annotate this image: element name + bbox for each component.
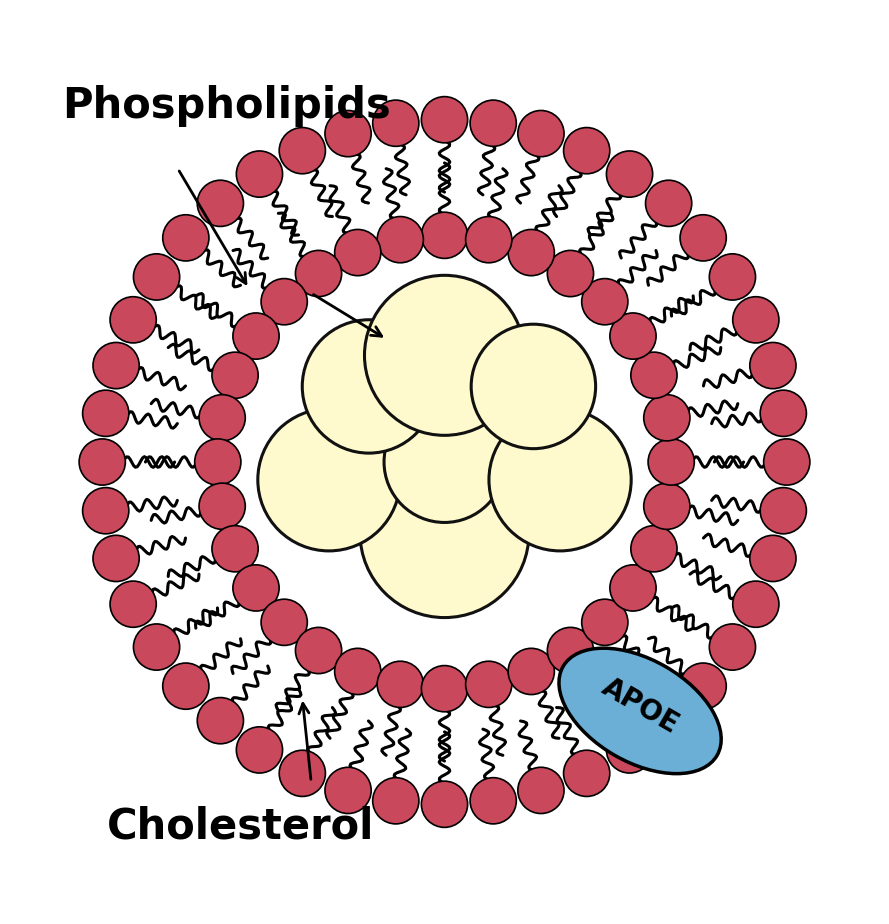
- Circle shape: [466, 216, 512, 262]
- Circle shape: [489, 408, 631, 551]
- Circle shape: [233, 313, 279, 359]
- Text: Phospholipids: Phospholipids: [62, 85, 391, 128]
- Circle shape: [325, 767, 372, 813]
- Circle shape: [372, 100, 419, 146]
- Circle shape: [110, 581, 156, 627]
- Circle shape: [421, 213, 468, 259]
- Circle shape: [645, 698, 692, 744]
- Circle shape: [258, 408, 400, 551]
- Circle shape: [334, 229, 380, 275]
- Circle shape: [760, 390, 806, 436]
- Circle shape: [548, 250, 594, 297]
- Circle shape: [195, 439, 241, 485]
- Circle shape: [279, 128, 325, 174]
- Text: APOE: APOE: [597, 674, 684, 739]
- Circle shape: [279, 750, 325, 796]
- Circle shape: [163, 214, 209, 261]
- Circle shape: [749, 535, 796, 581]
- Circle shape: [680, 663, 726, 710]
- Circle shape: [733, 297, 779, 343]
- Circle shape: [509, 229, 555, 275]
- Circle shape: [421, 781, 468, 827]
- Circle shape: [197, 180, 244, 226]
- Circle shape: [93, 343, 140, 389]
- Circle shape: [648, 439, 694, 485]
- Circle shape: [110, 297, 156, 343]
- Circle shape: [517, 767, 564, 813]
- Circle shape: [133, 254, 180, 300]
- Circle shape: [645, 180, 692, 226]
- Circle shape: [197, 698, 244, 744]
- Circle shape: [466, 662, 512, 708]
- Circle shape: [610, 565, 656, 611]
- Circle shape: [241, 259, 648, 665]
- Circle shape: [631, 352, 677, 398]
- Circle shape: [364, 275, 525, 435]
- Circle shape: [79, 439, 125, 485]
- Circle shape: [377, 662, 423, 708]
- Circle shape: [163, 663, 209, 710]
- Circle shape: [334, 649, 380, 695]
- Circle shape: [325, 111, 372, 157]
- Circle shape: [581, 599, 628, 645]
- Circle shape: [295, 250, 341, 297]
- Circle shape: [564, 750, 610, 796]
- Circle shape: [548, 627, 594, 674]
- Circle shape: [509, 649, 555, 695]
- Circle shape: [360, 449, 529, 617]
- Circle shape: [709, 624, 756, 670]
- Circle shape: [610, 313, 656, 359]
- Circle shape: [470, 100, 517, 146]
- Circle shape: [377, 216, 423, 262]
- Circle shape: [680, 214, 726, 261]
- Circle shape: [764, 439, 810, 485]
- Circle shape: [236, 727, 283, 773]
- Circle shape: [421, 665, 468, 711]
- Circle shape: [606, 727, 653, 773]
- Circle shape: [261, 599, 308, 645]
- Circle shape: [199, 483, 245, 529]
- Circle shape: [644, 395, 690, 441]
- Circle shape: [517, 111, 564, 157]
- Circle shape: [564, 128, 610, 174]
- Circle shape: [421, 97, 468, 143]
- Circle shape: [233, 565, 279, 611]
- Circle shape: [93, 535, 140, 581]
- Circle shape: [133, 624, 180, 670]
- Circle shape: [470, 778, 517, 824]
- Circle shape: [236, 151, 283, 197]
- Circle shape: [302, 320, 436, 453]
- Circle shape: [606, 151, 653, 197]
- Circle shape: [199, 395, 245, 441]
- Circle shape: [749, 343, 796, 389]
- Circle shape: [581, 279, 628, 325]
- Circle shape: [760, 488, 806, 534]
- Circle shape: [631, 526, 677, 572]
- Circle shape: [733, 581, 779, 627]
- Circle shape: [212, 352, 258, 398]
- Circle shape: [261, 279, 308, 325]
- Circle shape: [471, 324, 596, 449]
- Circle shape: [212, 526, 258, 572]
- Circle shape: [384, 402, 505, 522]
- Circle shape: [83, 390, 129, 436]
- Circle shape: [83, 488, 129, 534]
- Circle shape: [644, 483, 690, 529]
- Circle shape: [79, 97, 810, 827]
- Ellipse shape: [559, 649, 721, 773]
- Circle shape: [709, 254, 756, 300]
- Text: Cholesterol: Cholesterol: [107, 806, 374, 847]
- Circle shape: [295, 627, 341, 674]
- Circle shape: [372, 778, 419, 824]
